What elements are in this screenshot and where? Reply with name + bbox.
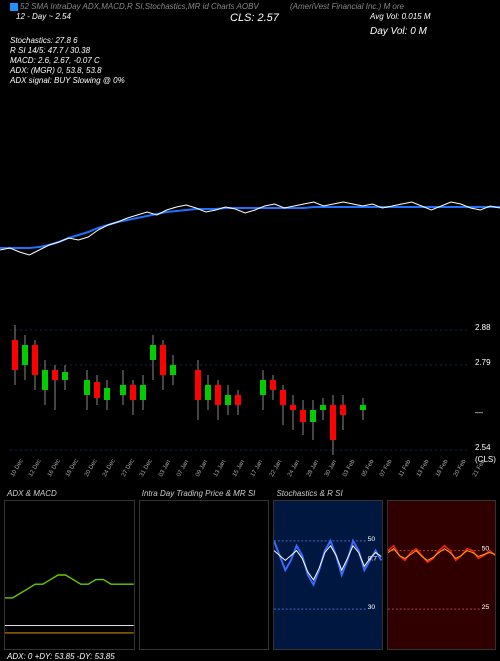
svg-text:25: 25 bbox=[481, 604, 489, 611]
svg-text:50: 50 bbox=[481, 546, 489, 553]
svg-text:50: 50 bbox=[368, 536, 376, 543]
adx-label: ADX: (MGR) 0, 53.8, 53.8 bbox=[10, 66, 102, 75]
adx-macd-panel: ADX & MACD ADX: 0 +DY: 53.85 -DY: 53.85 bbox=[4, 500, 135, 650]
panel-title: ADX & MACD bbox=[7, 489, 57, 498]
panel-title: Intra Day Trading Price & MR SI bbox=[142, 489, 256, 498]
rsi-label: R SI 14/5: 47.7 / 30.38 bbox=[10, 46, 90, 55]
rsi-panel: 50 25 bbox=[387, 500, 496, 650]
avg-vol-label: Avg Vol: 0.015 M bbox=[370, 12, 430, 21]
stochastics-panel: Stochastics & R SI 500.730 bbox=[273, 500, 382, 650]
main-line-chart bbox=[0, 100, 500, 290]
bottom-panels-row: ADX & MACD ADX: 0 +DY: 53.85 -DY: 53.85 … bbox=[0, 500, 500, 650]
company-name: (AmeriVest Financial Inc.) M ore bbox=[290, 2, 404, 11]
adx-signal-label: ADX signal: BUY Slowing @ 0% bbox=[10, 76, 125, 85]
day-vol-label: Day Vol: 0 M bbox=[370, 26, 427, 37]
stochastics-label: Stochastics: 27.8 6 bbox=[10, 36, 78, 45]
svg-text:—: — bbox=[475, 408, 483, 417]
svg-text:0.7: 0.7 bbox=[368, 555, 378, 562]
cls-label: CLS: 2.57 bbox=[230, 12, 279, 24]
svg-text:2.88: 2.88 bbox=[475, 323, 491, 332]
date-axis: 10 Dec12 Dec16 Dec18 Dec20 Dec24 Dec27 D… bbox=[10, 475, 480, 481]
header-info-line: 52 SMA IntraDay ADX,MACD,R SI,Stochastic… bbox=[10, 2, 259, 11]
intraday-panel: Intra Day Trading Price & MR SI bbox=[139, 500, 270, 650]
macd-label: MACD: 2.6, 2.67, -0.07 C bbox=[10, 56, 100, 65]
svg-text:2.54: 2.54 bbox=[475, 443, 491, 452]
panel-title: Stochastics & R SI bbox=[276, 489, 342, 498]
svg-text:30: 30 bbox=[368, 604, 376, 611]
period-label: 12 - Day ~ 2.54 bbox=[16, 12, 71, 21]
svg-text:2.79: 2.79 bbox=[475, 358, 491, 367]
legend-square bbox=[10, 3, 18, 11]
